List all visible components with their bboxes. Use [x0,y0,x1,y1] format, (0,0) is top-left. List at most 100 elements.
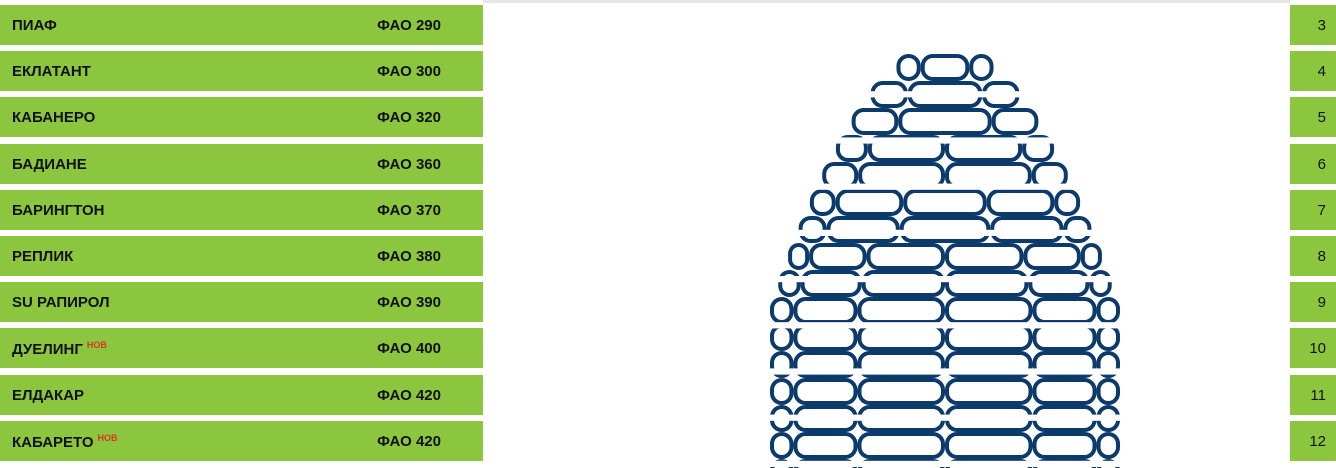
new-badge: НОВ [87,340,107,350]
fao-label: ФАО 290 [377,17,441,34]
page-row: 4 [1290,51,1336,91]
gap [483,368,1290,374]
name-text: ЕКЛАТАНТ [12,63,91,80]
variety-row: БАДИАНЕ ФАО 360 [0,144,483,184]
kernel [1099,326,1118,349]
fao-label: ФАО 380 [377,248,441,265]
kernel [902,218,988,241]
kernel [772,380,791,403]
fao-label: ФАО 390 [377,294,441,311]
fao-label: ФАО 400 [377,340,441,357]
kernel [947,434,1031,457]
name-text: БАДИАНЕ [12,156,87,173]
variety-row: БАРИНГТОН ФАО 370 [0,190,483,230]
name-text: БАРИНГТОН [12,202,104,219]
kernel [860,164,943,187]
kernel [1035,326,1095,349]
variety-name: РЕПЛИК [12,248,73,265]
kernel [864,272,943,295]
kernel [824,164,856,187]
page-row: 8 [1290,236,1336,276]
new-badge: НОВ [98,433,118,443]
page-row: 7 [1290,190,1336,230]
name-text: РЕПЛИК [12,248,73,265]
page-row: 11 [1290,375,1336,415]
kernel [811,245,864,268]
kernel [780,272,798,295]
page-row: 10 [1290,328,1336,368]
page-row: 9 [1290,282,1336,322]
variety-row: ПИАФ ФАО 290 [0,5,483,45]
kernel [795,380,855,403]
kernel [803,272,860,295]
page-number: 4 [1318,63,1326,80]
kernel [1034,164,1066,187]
variety-name: ДУЕЛИНГ НОВ [12,340,107,358]
page-number: 7 [1318,202,1326,219]
kernel [1099,434,1118,457]
kernel [772,299,791,322]
page-number: 11 [1310,387,1326,404]
page-row: 5 [1290,97,1336,137]
fao-label: ФАО 360 [377,156,441,173]
page-row: 3 [1290,5,1336,45]
kernel [992,218,1061,241]
variety-row: РЕПЛИК ФАО 380 [0,236,483,276]
variety-row: SU РАПИРОЛ ФАО 390 [0,282,483,322]
kernel [1091,272,1109,295]
kernel [994,110,1037,133]
kernel [905,191,985,214]
page-number: 8 [1318,248,1326,265]
kernel [1083,245,1100,268]
page-number: 12 [1309,433,1326,450]
fao-label: ФАО 420 [377,387,441,404]
kernel [989,191,1053,214]
kernel [829,218,898,241]
variety-name: ЕКЛАТАНТ [12,63,91,80]
kernel [860,326,944,349]
kernel [795,299,855,322]
variety-row: ЕКЛАТАНТ ФАО 300 [0,51,483,91]
kernel [947,299,1031,322]
kernel [947,380,1031,403]
variety-name: БАРИНГТОН [12,202,104,219]
variety-name: ПИАФ [12,17,57,34]
name-text: КАБАНЕРО [12,109,95,126]
page-row: 12 [1290,421,1336,461]
kernel [898,56,918,79]
kernel [772,326,791,349]
gap [483,230,1290,236]
kernel [772,434,791,457]
kernel [795,434,855,457]
kernel [1025,245,1078,268]
fao-label: ФАО 370 [377,202,441,219]
kernel [1035,299,1095,322]
kernel [1035,380,1095,403]
kernel [1099,380,1118,403]
name-text: КАБАРЕТО [12,434,94,451]
page-row: 6 [1290,144,1336,184]
kernel [1065,218,1089,241]
kernel [790,245,807,268]
gap [483,91,1290,97]
variety-row: ДУЕЛИНГ НОВ ФАО 400 [0,328,483,368]
page-number: 9 [1318,294,1326,311]
fao-label: ФАО 300 [377,63,441,80]
name-text: ЕЛДАКАР [12,387,84,404]
variety-row: ЕЛДАКАР ФАО 420 [0,375,483,415]
kernel [1099,299,1118,322]
kernel [1056,191,1078,214]
kernel [854,110,897,133]
kernel [860,299,944,322]
gap [483,137,1290,143]
gap [483,276,1290,282]
kernel [971,56,991,79]
variety-name: КАБАНЕРО [12,109,95,126]
kernel [923,56,968,79]
kernel [812,191,834,214]
gap [483,415,1290,421]
kernel [860,380,944,403]
name-text: ДУЕЛИНГ [12,341,83,358]
variety-name: SU РАПИРОЛ [12,294,110,311]
